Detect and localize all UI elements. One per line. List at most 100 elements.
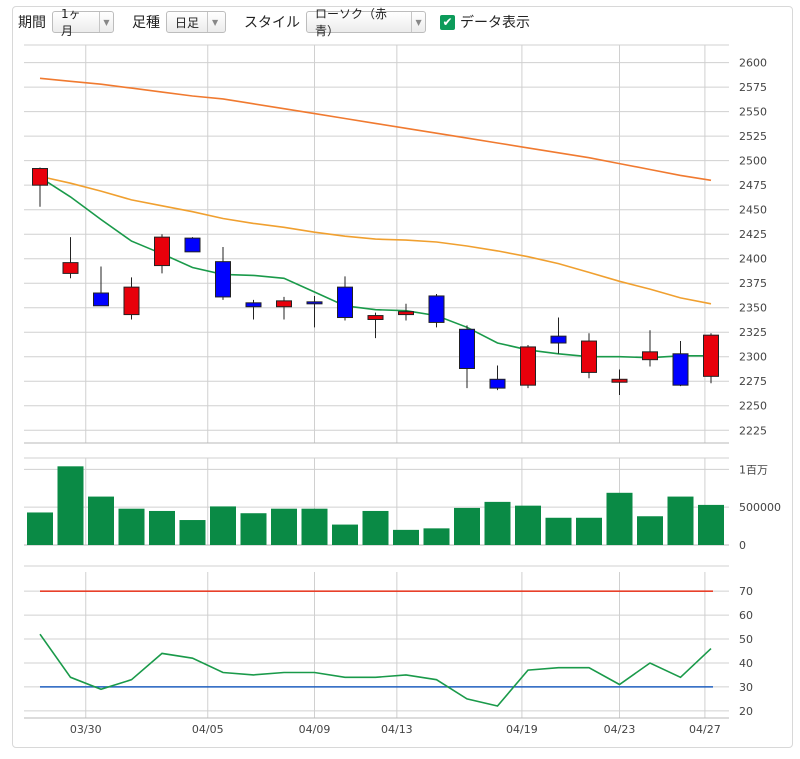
volume-bar: [393, 529, 419, 545]
date-tick-label: 03/30: [70, 723, 102, 736]
candle-body: [611, 378, 628, 383]
date-tick-label: 04/27: [689, 723, 721, 736]
candlestick: [93, 266, 109, 307]
volume-bar: [332, 524, 358, 545]
rsi-line: [39, 633, 712, 707]
candlestick: [215, 246, 231, 300]
candle-body: [581, 340, 597, 373]
candle-body: [184, 237, 201, 253]
style-select[interactable]: ローソク（赤青） ▼: [306, 7, 426, 38]
volume-bar: [301, 508, 328, 545]
long-moving-average-line: [39, 77, 712, 182]
rsi-tick-label: 30: [739, 681, 753, 694]
volume-bar: [362, 510, 389, 545]
candle-body: [398, 311, 414, 316]
chevron-down-icon: ▼: [98, 12, 113, 32]
candle-body: [337, 286, 353, 319]
candlestick: [581, 333, 597, 379]
candlestick: [306, 295, 323, 328]
volume-bar: [576, 517, 602, 545]
candle-body: [306, 301, 323, 305]
volume-bar: [637, 516, 663, 545]
price-tick-label: 2475: [739, 179, 767, 192]
chevron-down-icon: ▼: [207, 12, 222, 32]
checkmark-icon: ✔: [442, 15, 453, 29]
rsi-tick-label: 60: [739, 609, 753, 622]
rsi-tick-label: 40: [739, 657, 753, 670]
volume-bar: [118, 508, 145, 545]
candle-body: [154, 236, 170, 267]
volume-bar: [57, 466, 84, 545]
candlestick: [154, 234, 170, 274]
volume-bar: [698, 504, 724, 545]
candlestick: [428, 293, 445, 328]
chart-toolbar: 期間 1ヶ月 ▼ 足種 日足 ▼ スタイル ローソク（赤青） ▼ ✔ データ表示: [14, 7, 790, 38]
price-tick-label: 2525: [739, 130, 767, 143]
volume-bar: [484, 501, 511, 545]
candlestick: [489, 365, 506, 391]
candlestick: [337, 276, 353, 321]
candle-body: [672, 353, 689, 386]
candle-body: [93, 292, 109, 307]
candle-body: [642, 351, 658, 361]
price-tick-label: 2425: [739, 228, 767, 241]
candle-body: [245, 302, 262, 308]
rsi-tick-label: 70: [739, 585, 753, 598]
volume-bar: [667, 496, 694, 545]
candle-body: [489, 378, 506, 389]
period-value: 1ヶ月: [61, 7, 81, 38]
candle-body: [276, 300, 292, 308]
mid-moving-average-line: [39, 175, 712, 305]
rsi-tick-label: 20: [739, 705, 753, 718]
candle-body: [62, 262, 79, 274]
candle-body: [367, 315, 384, 320]
price-tick-label: 2450: [739, 204, 767, 217]
volume-bar: [179, 520, 206, 545]
candle-body: [215, 261, 231, 298]
candle-body: [703, 334, 719, 377]
volume-bar: [545, 517, 572, 545]
volume-bar: [454, 507, 480, 545]
volume-bar: [423, 528, 450, 545]
data-toggle-label: データ表示: [460, 15, 530, 31]
volume-bar: [515, 505, 541, 545]
candlestick: [642, 330, 658, 367]
candlestick: [184, 237, 201, 253]
period-select[interactable]: 1ヶ月 ▼: [52, 7, 114, 38]
price-tick-label: 2575: [739, 81, 767, 94]
candlestick: [123, 277, 140, 320]
ashi-select[interactable]: 日足 ▼: [166, 11, 226, 33]
candlestick: [672, 341, 689, 387]
candlestick: [703, 333, 719, 384]
volume-tick-label: 500000: [739, 501, 781, 514]
candlestick: [611, 369, 628, 395]
short-moving-average-line: [39, 176, 711, 359]
candle-body: [520, 346, 536, 386]
ashi-label: 足種: [132, 15, 160, 31]
price-tick-label: 2325: [739, 326, 767, 339]
candle-body: [32, 168, 48, 186]
volume-bar: [271, 508, 297, 545]
volume-bar: [27, 512, 53, 545]
price-tick-label: 2375: [739, 277, 767, 290]
volume-bar: [606, 492, 633, 545]
date-tick-label: 04/09: [299, 723, 331, 736]
candle-body: [550, 335, 567, 344]
volume-bar: [240, 513, 267, 545]
chevron-down-icon: ▼: [411, 12, 425, 32]
price-tick-label: 2300: [739, 351, 767, 364]
candlestick: [367, 312, 384, 339]
data-toggle-checkbox[interactable]: ✔: [440, 14, 455, 30]
volume-tick-label: 0: [739, 539, 746, 552]
rsi-tick-label: 50: [739, 633, 753, 646]
style-value: ローソク（赤青）: [315, 7, 388, 38]
candlestick: [245, 299, 262, 320]
style-label: スタイル: [244, 15, 300, 31]
candlestick: [62, 237, 79, 279]
candlestick: [398, 303, 414, 321]
period-label: 期間: [18, 15, 46, 31]
chart-panel: [12, 6, 793, 748]
price-tick-label: 2225: [739, 424, 767, 437]
candlestick: [276, 296, 292, 320]
